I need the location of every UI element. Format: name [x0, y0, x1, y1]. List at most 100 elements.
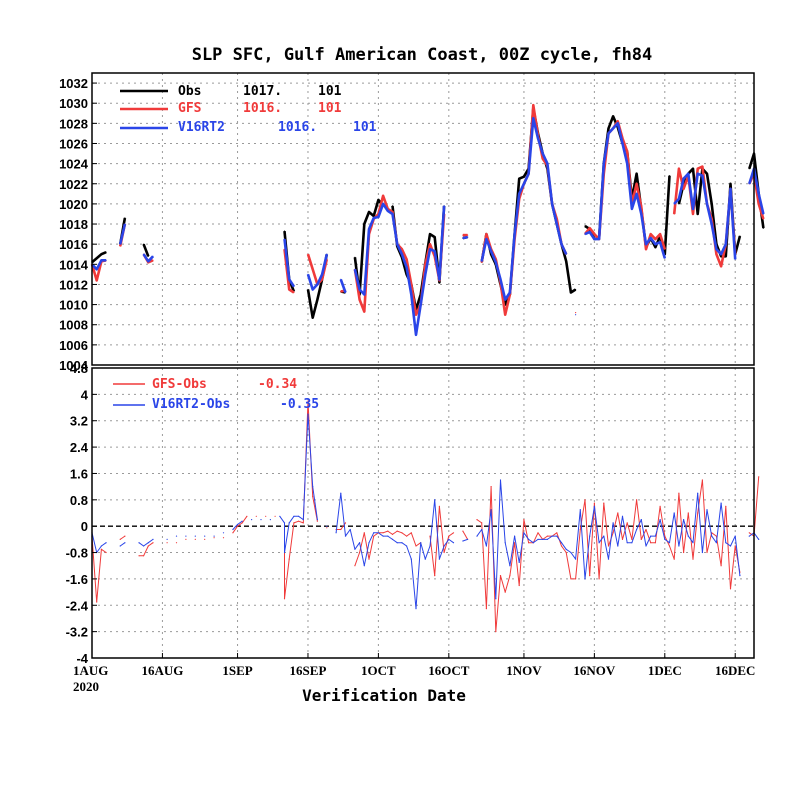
bottom-ytick-label-5: 0 — [81, 519, 88, 534]
gfs-point-95 — [758, 203, 760, 205]
top-ytick-label-6: 1016 — [59, 237, 88, 252]
gfs-obs-point-86 — [598, 578, 600, 580]
bottom-ytick-label-2: -2.4 — [66, 598, 89, 613]
bottom-ytick-label-10: 4 — [81, 387, 89, 402]
v16rt2-obs-point-89 — [603, 535, 605, 537]
gfs-obs-point-30 — [307, 400, 309, 402]
obs-line-segment-9 — [480, 106, 577, 306]
v16rt2-point-50 — [523, 183, 525, 185]
v16rt2-point-10 — [288, 278, 290, 280]
top-ytick-label-14: 1032 — [59, 76, 88, 91]
v16rt2-point-45 — [499, 278, 502, 280]
gfs-obs-point-19 — [241, 522, 243, 524]
obs-point-6 — [143, 243, 145, 245]
gfs-point-52 — [532, 104, 534, 106]
v16rt2-obs-point-3 — [105, 542, 107, 544]
gfs-point-39 — [462, 234, 464, 236]
v16rt2-line-segment-5 — [339, 278, 347, 293]
v16rt2-point-24 — [377, 216, 379, 218]
obs-point-11 — [307, 288, 309, 291]
v16rt2-point-73 — [640, 213, 642, 215]
v16rt2-obs-point-95 — [631, 542, 633, 544]
gfs-obs-point-92 — [626, 522, 628, 524]
v16rt2-obs-point-55 — [434, 499, 436, 501]
v16rt2-point-62 — [589, 231, 591, 233]
gfs-obs-point-97 — [650, 542, 652, 544]
x-axis-label: Verification Date — [302, 686, 466, 705]
top-y-axis: 1004 1006 1008 1010 1012 1014 1016 1018 1020 1022… — [59, 76, 97, 373]
top-legend: Obs 1017. 101 GFS 1016. 101 V16RT2 1016.… — [120, 84, 377, 135]
v16rt2-obs-point-50 — [410, 558, 412, 560]
gfs-obs-point-11 — [175, 542, 178, 544]
gfs-obs-point-29 — [302, 522, 304, 524]
gfs-obs-point-93 — [631, 538, 633, 541]
v16rt2-point-46 — [504, 299, 506, 301]
v16rt2-obs-point-29 — [302, 519, 304, 521]
v16rt2-obs-point-109 — [697, 492, 699, 494]
v16rt2-line-segment-1 — [118, 223, 127, 245]
gfs-obs-point-119 — [758, 476, 760, 478]
obs-point-59 — [575, 288, 577, 291]
v16rt2-obs-point-40 — [363, 565, 365, 567]
gfs-obs-point-10 — [166, 542, 168, 544]
v16rt2-obs-point-45 — [387, 535, 389, 537]
xtick-label-6: 1NOV — [506, 663, 542, 678]
gfs-obs-point-14 — [204, 538, 206, 541]
gfs-obs-point-79 — [565, 551, 567, 554]
v16rt2-obs-point-74 — [532, 542, 534, 544]
gfs-point-1 — [96, 279, 98, 281]
bottom-ytick-label-11: 4.8 — [70, 361, 88, 376]
gfs-obs-point-102 — [673, 558, 675, 560]
v16rt2-point-60 — [575, 314, 577, 316]
legend-obs-name: Obs — [178, 84, 201, 99]
legend-gfs-stat1: 1016. — [243, 101, 282, 116]
v16rt2-obs-point-93 — [621, 515, 624, 517]
obs-point-82 — [692, 168, 694, 170]
v16rt2-point-13 — [312, 288, 314, 291]
gfs-point-25 — [382, 195, 384, 197]
gfs-obs-point-48 — [406, 535, 408, 537]
obs-point-35 — [438, 281, 440, 283]
gfs-point-85 — [701, 166, 704, 168]
gfs-obs-point-18 — [236, 525, 239, 527]
bottom-ytick-label-9: 3.2 — [70, 414, 88, 429]
gfs-point-15 — [321, 278, 323, 280]
obs-point-57 — [565, 260, 567, 262]
gfs-obs-line-segment-2 — [139, 542, 154, 557]
v16rt2-point-67 — [612, 127, 614, 129]
v16rt2-obs-point-22 — [269, 519, 271, 521]
gfs-obs-point-54 — [438, 505, 440, 507]
legend-v16rt2-stat2: 101 — [353, 120, 377, 135]
obs-point-90 — [729, 183, 732, 185]
v16rt2-obs-point-65 — [490, 509, 492, 511]
bottom-legend: GFS-Obs -0.34 V16RT2-Obs -0.35 — [113, 377, 319, 412]
v16rt2-point-16 — [326, 253, 328, 255]
obs-point-22 — [373, 215, 375, 217]
v16rt2-obs-point-33 — [326, 525, 328, 527]
gfs-point-80 — [678, 168, 680, 170]
v16rt2-point-85 — [701, 175, 704, 177]
bottom-ytick-label-0: -4 — [76, 651, 88, 666]
gfs-obs-line-segment-3 — [232, 516, 248, 534]
gfs-obs-point-65 — [499, 575, 502, 577]
v16rt2-obs-point-10 — [166, 538, 168, 541]
gfs-obs-point-58 — [462, 530, 464, 532]
v16rt2-obs-point-28 — [298, 515, 300, 517]
legend-v16rt2-stat1: 1016. — [278, 120, 317, 135]
v16rt2-obs-point-99 — [650, 535, 652, 537]
v16rt2-obs-point-115 — [725, 542, 727, 544]
gfs-obs-point-27 — [293, 522, 295, 524]
gfs-obs-point-87 — [603, 502, 605, 504]
obs-point-66 — [612, 115, 614, 117]
v16rt2-point-72 — [636, 193, 638, 195]
v16rt2-obs-point-76 — [542, 538, 544, 541]
gfs-obs-point-49 — [410, 532, 412, 534]
v16rt2-obs-line-segment-1 — [119, 542, 126, 547]
v16rt2-point-25 — [382, 203, 384, 205]
gfs-obs-point-114 — [729, 588, 732, 590]
v16rt2-obs-point-119 — [748, 535, 750, 537]
gfs-obs-line-segment-8 — [462, 530, 469, 540]
v16rt2-obs-point-58 — [448, 538, 450, 541]
v16rt2-obs-point-118 — [739, 575, 741, 577]
